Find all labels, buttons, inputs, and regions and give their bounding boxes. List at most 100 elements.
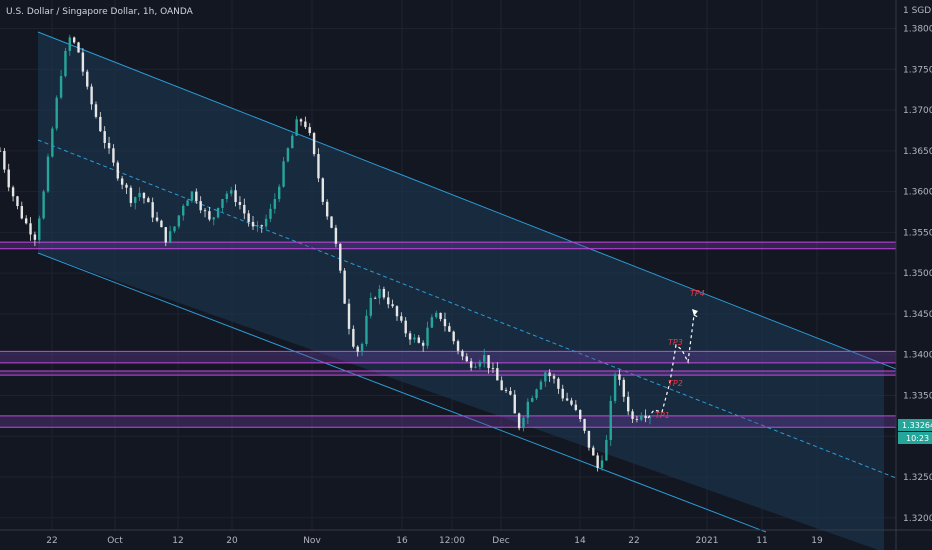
candle: [635, 416, 639, 423]
candle: [251, 215, 255, 230]
candle: [142, 192, 146, 204]
candle: [325, 199, 329, 220]
candle: [565, 392, 569, 402]
candle: [570, 397, 573, 407]
candle: [417, 334, 420, 344]
candle: [404, 317, 407, 338]
candle: [116, 160, 119, 181]
zone-band: [0, 351, 896, 363]
candle: [286, 147, 290, 163]
candle: [360, 342, 364, 356]
y-tick-label: 1.32500: [903, 473, 932, 483]
candle: [613, 372, 617, 404]
candle: [0, 147, 2, 152]
candle: [308, 123, 311, 136]
candle: [230, 186, 233, 197]
candle: [112, 144, 115, 167]
candle: [317, 148, 320, 183]
candle: [225, 191, 229, 203]
candle: [247, 210, 250, 227]
candle: [391, 299, 394, 308]
candle: [517, 412, 521, 431]
candle: [195, 188, 198, 204]
target-label: TP4: [690, 289, 705, 298]
candle: [182, 203, 185, 221]
current-price-badge: 1.33264: [898, 419, 932, 431]
candle: [282, 157, 285, 188]
candle: [238, 196, 242, 210]
candle: [561, 384, 564, 402]
candle: [387, 291, 390, 309]
projection-line: [647, 314, 701, 419]
x-tick-label: Nov: [303, 536, 321, 546]
candle: [378, 285, 381, 305]
candle: [103, 126, 106, 149]
candle: [369, 292, 373, 319]
candle: [312, 131, 316, 157]
countdown-text: 10:23: [906, 434, 929, 443]
candle: [596, 452, 599, 472]
candle: [456, 339, 460, 355]
candle: [461, 349, 464, 361]
candle: [86, 69, 89, 90]
y-tick-label: 1.34500: [903, 310, 932, 320]
candle: [190, 191, 194, 204]
x-tick-label: 22: [46, 536, 57, 546]
candle: [483, 348, 486, 368]
candle: [186, 199, 189, 206]
candle: [299, 118, 303, 126]
x-tick-label: Oct: [107, 536, 123, 546]
price-axis[interactable]: 1.38000 1.37500 1.37000 1.36500 1.36000 1.355…: [903, 25, 932, 524]
y-tick-label: 1.32000: [903, 514, 932, 524]
candle: [168, 225, 172, 244]
candle: [504, 387, 508, 393]
x-tick-label: 12: [172, 536, 183, 546]
target-label: TP1: [655, 411, 670, 420]
candle: [234, 184, 237, 207]
x-tick-label: 22: [628, 536, 639, 546]
candle: [16, 195, 19, 210]
projection-arrow: [692, 309, 698, 316]
candle: [216, 207, 220, 219]
candle: [151, 197, 154, 223]
candle: [273, 193, 277, 214]
time-axis[interactable]: 22 Oct 12 20 Nov 16 12:00 Dec 14 22 2021 11 19: [46, 536, 823, 546]
candle: [400, 312, 403, 323]
currency-label: 1 SGD: [903, 6, 931, 16]
candle: [587, 430, 591, 451]
candle: [77, 41, 80, 53]
candle: [631, 409, 634, 424]
y-tick-label: 1.34000: [903, 351, 932, 361]
candle: [574, 400, 578, 412]
candle: [173, 226, 176, 234]
candle: [107, 136, 111, 154]
candle: [304, 116, 307, 130]
candle: [243, 198, 246, 220]
candle: [51, 126, 54, 158]
target-labels: TP1 TP2 TP3 TP4: [655, 289, 705, 420]
candle: [64, 47, 67, 78]
candle: [465, 353, 468, 362]
candle: [513, 389, 516, 414]
candle: [640, 412, 643, 422]
y-tick-label: 1.37000: [903, 106, 932, 116]
candle: [20, 201, 24, 220]
candle: [626, 391, 630, 416]
candle: [343, 268, 346, 304]
candle: [120, 175, 124, 190]
candle: [330, 216, 333, 229]
chart-title: U.S. Dollar / Singapore Dollar, 1h, OAND…: [6, 7, 194, 17]
candle: [42, 189, 45, 220]
candle: [46, 153, 50, 193]
x-tick-label: 2021: [696, 536, 719, 546]
candle: [59, 70, 63, 100]
candle: [526, 398, 530, 424]
candle: [522, 416, 525, 432]
y-tick-label: 1.36000: [903, 188, 932, 198]
candle: [334, 224, 338, 248]
candle: [24, 215, 28, 225]
candle: [81, 48, 85, 76]
candle: [72, 36, 76, 44]
channel-upper-line: [37, 31, 897, 370]
